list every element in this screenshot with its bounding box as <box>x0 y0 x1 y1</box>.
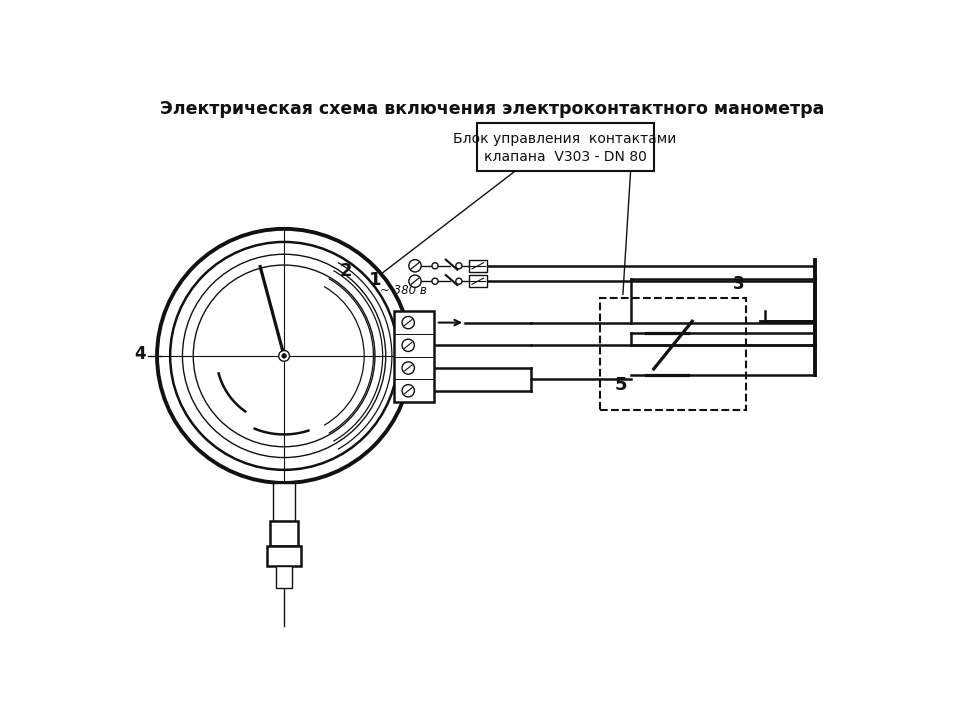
Text: 2: 2 <box>340 262 352 280</box>
Circle shape <box>409 275 421 287</box>
Bar <box>271 521 298 546</box>
Circle shape <box>409 260 421 272</box>
Bar <box>468 275 488 287</box>
Circle shape <box>456 263 462 269</box>
Bar <box>274 483 295 521</box>
Circle shape <box>402 316 415 329</box>
Text: 5: 5 <box>615 376 628 394</box>
Circle shape <box>456 278 462 284</box>
Text: ~ 380 в: ~ 380 в <box>380 284 427 297</box>
Circle shape <box>402 339 415 351</box>
Circle shape <box>432 278 438 284</box>
Bar <box>267 546 301 566</box>
Circle shape <box>432 263 438 269</box>
Text: Электрическая схема включения электроконтактного манометра: Электрическая схема включения электрокон… <box>159 101 825 119</box>
Circle shape <box>402 362 415 374</box>
Bar <box>276 566 292 588</box>
Text: 3: 3 <box>732 275 744 293</box>
Bar <box>600 298 746 410</box>
Bar <box>468 260 488 272</box>
Text: 1: 1 <box>369 271 381 289</box>
Bar <box>476 123 654 171</box>
Circle shape <box>282 354 286 359</box>
Text: Блок управления  контактами: Блок управления контактами <box>453 132 677 145</box>
Bar <box>395 311 434 402</box>
Circle shape <box>402 384 415 397</box>
Text: клапана  V303 - DN 80: клапана V303 - DN 80 <box>484 150 647 163</box>
Circle shape <box>278 351 290 361</box>
Text: 4: 4 <box>134 345 146 363</box>
